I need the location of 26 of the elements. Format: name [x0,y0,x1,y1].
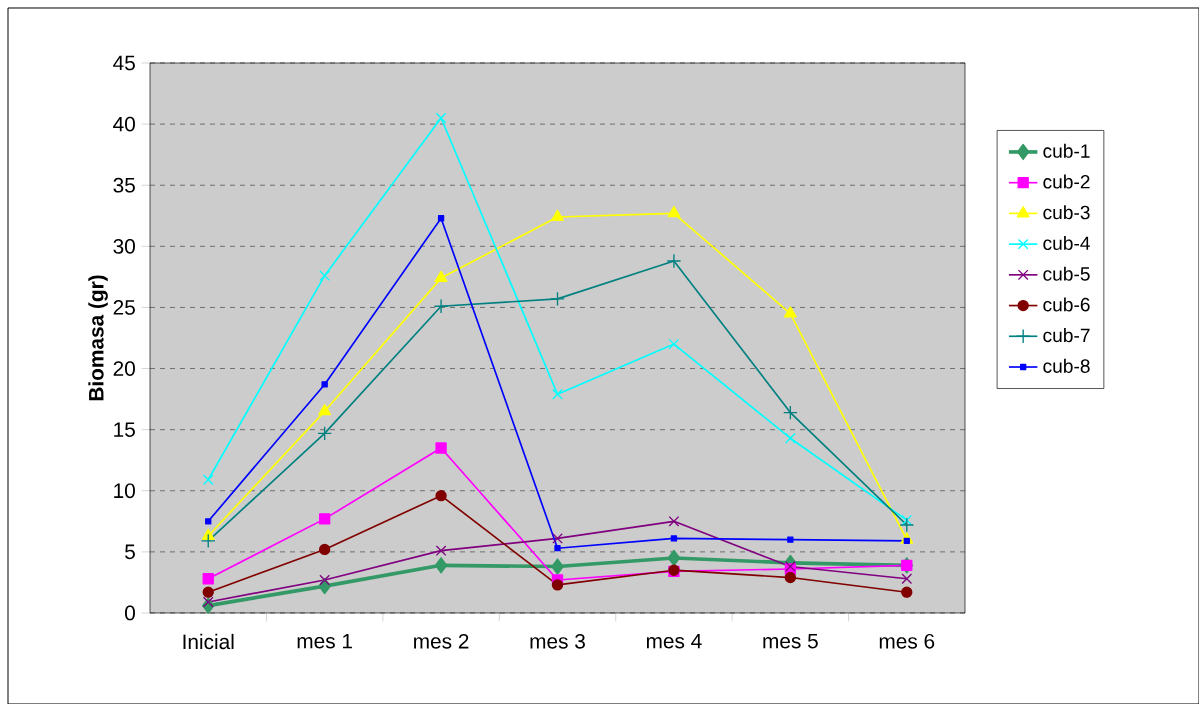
y-tick-label: 35 [113,177,135,193]
legend-label: cub-8 [1043,358,1090,373]
legend-label: cub-3 [1043,205,1090,220]
legend-label: cub-5 [1043,266,1090,281]
x-tick-label: Inicial [183,633,234,650]
x-tick-label: mes 1 [297,633,352,649]
legend-label: cub-1 [1043,143,1090,158]
y-tick-label: 20 [113,361,135,376]
y-tick-label: 45 [113,55,135,71]
x-tick-label: mes 3 [530,633,585,649]
y-tick-label: 40 [113,116,135,132]
x-tick-label: mes 6 [879,633,935,649]
y-tick-label: 25 [113,300,135,315]
x-tick-label: mes 5 [763,633,818,649]
y-tick-label: 10 [114,483,135,499]
x-tick-label: mes 2 [414,633,469,649]
x-tick-label: mes 4 [646,633,702,649]
legend-label: cub-7 [1043,328,1090,343]
legend-label: cub-2 [1043,174,1090,189]
y-tick-label: 0 [125,605,135,621]
y-tick-label: 30 [113,238,135,254]
legend-label: cub-4 [1043,235,1090,250]
legend-label: cub-6 [1043,297,1090,312]
y-tick-label: 15 [114,422,135,437]
y-tick-label: 5 [125,544,135,560]
y-axis-title: Biomasa (gr) [88,275,108,401]
